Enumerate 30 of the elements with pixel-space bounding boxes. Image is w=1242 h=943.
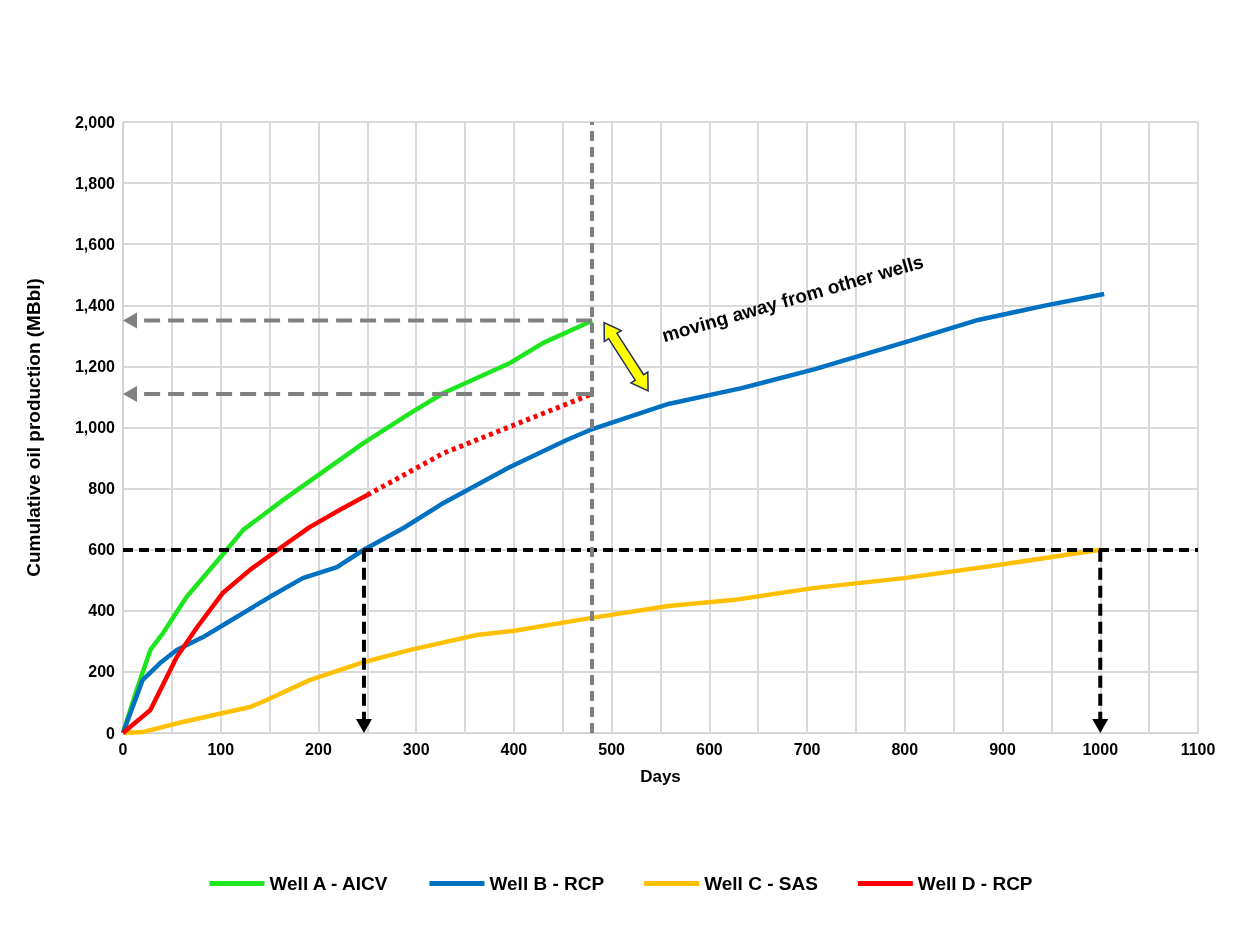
x-tick-label: 200 (305, 740, 332, 758)
x-tick-label: 400 (500, 740, 528, 758)
annotation: moving away from other wells (659, 250, 926, 346)
y-axis-title: Cumulative oil production (MBbl) (23, 278, 44, 577)
legend-label: Well B - RCP (489, 873, 605, 894)
y-tick-label: 600 (88, 541, 116, 559)
x-tick-label: 600 (696, 740, 723, 758)
x-tick-label: 100 (207, 740, 235, 758)
y-tick-label: 200 (88, 663, 116, 681)
y-tick-label: 800 (88, 480, 116, 498)
x-tick-label: 900 (989, 740, 1016, 758)
legend-label: Well C - SAS (704, 873, 818, 894)
y-tick-label: 1,200 (74, 357, 116, 375)
y-tick-label: 2,000 (74, 113, 116, 131)
y-tick-label: 0 (106, 724, 116, 742)
y-tick-label: 1,000 (74, 419, 116, 436)
legend-label: Well D - RCP (917, 873, 1033, 894)
x-tick-label: 300 (402, 740, 430, 758)
legend-label: Well A - AICV (269, 873, 388, 894)
y-tick-label: 1,600 (74, 235, 116, 253)
x-tick-label: 500 (598, 740, 626, 758)
y-tick-label: 1,800 (74, 174, 116, 192)
x-tick-label: 800 (891, 740, 919, 758)
y-tick-label: 400 (88, 602, 116, 620)
x-tick-label: 0 (118, 740, 128, 758)
x-axis-title: Days (640, 767, 681, 786)
x-tick-label: 1000 (1082, 740, 1119, 758)
x-tick-label: 1100 (1180, 740, 1216, 758)
y-tick-label: 1,400 (74, 296, 116, 314)
x-tick-label: 700 (793, 740, 821, 758)
